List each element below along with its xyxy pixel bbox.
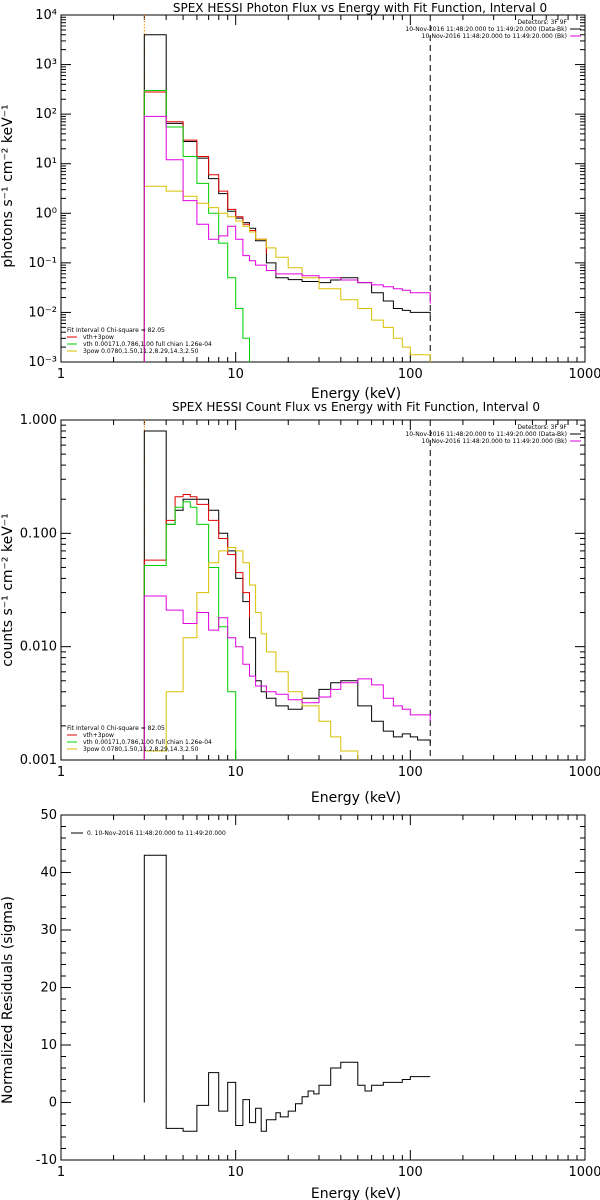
plot-frame [60,814,586,1161]
plot-frame [60,419,586,761]
y-tick-label: 0.010 [20,640,57,655]
residuals-ylabel: Normalized Residuals (sigma) [0,896,16,1104]
series-1-histogram [143,91,267,362]
x-tick-label: 10 [227,367,244,382]
x-tick-label: 100 [398,367,423,382]
x-tick-label: 1 [57,765,65,780]
plot-data [143,854,431,1132]
y-tick-label: 10⁴ [35,8,57,23]
photon-flux-xlabel: Energy (keV) [311,386,401,402]
plot-data [143,15,431,362]
legend-bottom-left-entry: Fit Interval 0 Chi-square = 82.05 [67,327,165,334]
count-flux-ylabel: counts s⁻¹ cm⁻² keV⁻¹ [0,513,16,667]
x-tick-label: 1 [57,367,65,382]
photon-flux-title: SPEX HESSI Photon Flux vs Energy with Fi… [173,1,547,15]
x-tick-label: 1000 [568,367,600,382]
count-flux-xlabel: Energy (keV) [311,790,401,806]
y-tick-label: 30 [40,923,57,938]
y-tick-label: 10⁻³ [28,355,57,370]
legend-top-right-entry: 10-Nov-2016 11:48:20.000 to 11:49:20.000… [405,26,567,33]
x-tick-label: 10 [227,1165,244,1180]
y-tick-label: 10 [40,1038,57,1053]
y-tick-label: 50 [40,808,57,823]
legend-top-right-entry: Detectors: 3F 9F [517,424,567,431]
photon-flux-ylabel: photons s⁻¹ cm⁻² keV⁻¹ [0,104,16,267]
photon-flux-panel: SPEX HESSI Photon Flux vs Energy with Fi… [0,1,600,402]
series-2-histogram [143,501,237,760]
count-flux-panel: SPEX HESSI Count Flux vs Energy with Fit… [0,400,600,806]
series-0-histogram [143,34,431,362]
legend-bottom-left-entry: Fit Interval 0 Chi-square = 82.05 [67,725,165,732]
y-tick-label: -10 [36,1153,57,1168]
x-tick-label: 1 [57,1165,65,1180]
x-tick-label: 100 [398,765,423,780]
x-tick-label: 100 [398,1165,423,1180]
legend-top-left-entry: 0. 10-Nov-2016 11:48:20.000 to 11:49:20.… [87,830,226,837]
legend-top-right-entry: 10-Nov-2016 11:48:20.000 to 11:49:20.000… [422,438,567,445]
series-0-histogram [143,854,431,1132]
legend-bottom-left-entry: vth 0.00171,0.786,1.00 full chian 1.26e-… [83,341,212,348]
y-tick-label: 0 [49,1096,57,1111]
legend-top-right-entry: Detectors: 3F 9F [517,19,567,26]
legend-bottom-left-entry: 3pow 0.0780,1.50,11.2,8.29,14.3,2.50 [83,746,199,753]
series-4-histogram [143,115,431,362]
y-tick-label: 0.100 [20,526,57,541]
series-3-histogram [143,185,431,362]
y-tick-label: 10³ [35,58,57,73]
legend-bottom-left-entry: vth 0.00171,0.786,1.00 full chian 1.26e-… [83,739,212,746]
y-tick-label: 0.001 [20,753,57,768]
y-tick-label: 40 [40,866,57,881]
legend-top-right-entry: 10-Nov-2016 11:48:20.000 to 11:49:20.000… [405,431,567,438]
plot-data [143,420,431,760]
y-tick-label: 1.000 [20,413,57,428]
plot-frame [60,14,586,363]
y-tick-label: 10⁻¹ [28,256,57,271]
residuals-xlabel: Energy (keV) [311,1186,401,1200]
y-tick-label: 10⁻² [28,305,57,320]
legend-bottom-left-entry: vth+3pow [83,334,114,341]
legend-bottom-left-entry: 3pow 0.0780,1.50,11.2,8.29,14.3,2.50 [83,348,199,355]
series-0-histogram [143,430,431,760]
residuals-panel: Energy (keV) Normalized Residuals (sigma… [0,808,600,1200]
legend-top-right-entry: 10-Nov-2016 11:48:20.000 to 11:49:20.000… [422,33,567,40]
x-tick-label: 1000 [568,1165,600,1180]
y-tick-label: 10² [35,107,57,122]
x-tick-label: 1000 [568,765,600,780]
y-tick-label: 10⁰ [35,206,57,221]
count-flux-title: SPEX HESSI Count Flux vs Energy with Fit… [172,400,540,414]
legend-bottom-left-entry: vth+3pow [83,732,114,739]
x-tick-label: 10 [227,765,244,780]
series-1-histogram [143,494,250,760]
series-2-histogram [143,90,250,362]
y-tick-label: 20 [40,981,57,996]
series-4-histogram [143,595,431,760]
y-tick-label: 10¹ [35,157,57,172]
